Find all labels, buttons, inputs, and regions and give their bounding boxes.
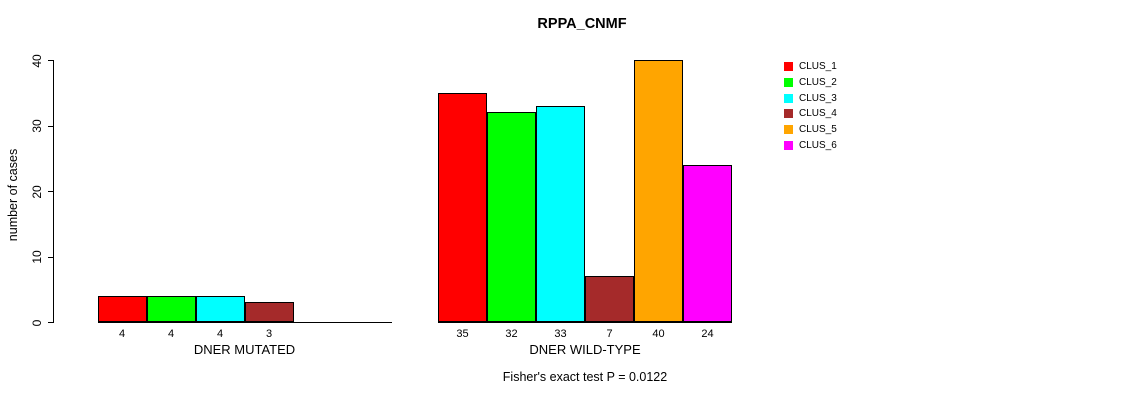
bar xyxy=(536,105,585,322)
legend-label: CLUS_1 xyxy=(799,61,837,73)
legend-item: CLUS_1 xyxy=(784,59,837,75)
group-label: DNER MUTATED xyxy=(193,341,296,357)
bar xyxy=(683,164,732,322)
bar-value-label: 32 xyxy=(505,327,518,340)
y-axis-title: number of cases xyxy=(6,148,20,242)
bar-value-label: 4 xyxy=(167,327,175,340)
legend-swatch xyxy=(784,78,793,88)
bar xyxy=(195,295,245,322)
y-tick-mark xyxy=(48,191,53,192)
bar-value-label: 7 xyxy=(606,327,613,340)
y-tick-mark xyxy=(48,322,53,323)
legend-item: CLUS_3 xyxy=(784,90,837,106)
y-tick-mark xyxy=(48,125,53,127)
legend-label: CLUS_5 xyxy=(799,124,837,136)
legend: CLUS_1 CLUS_2 CLUS_3 CLUS_4 CLUS_5 CLUS_6 xyxy=(784,59,837,153)
y-tick-label: 20 xyxy=(30,184,44,199)
bar xyxy=(438,92,487,322)
y-axis-line xyxy=(53,60,54,323)
legend-label: CLUS_6 xyxy=(799,139,837,151)
bar-value-label: 3 xyxy=(265,327,273,340)
legend-item: CLUS_6 xyxy=(784,137,837,153)
y-tick-mark xyxy=(48,60,53,61)
legend-label: CLUS_2 xyxy=(799,77,837,89)
bar xyxy=(97,295,147,322)
legend-swatch xyxy=(784,109,793,119)
y-tick-label: 40 xyxy=(30,53,44,68)
bar-value-label: 24 xyxy=(701,327,714,340)
legend-swatch xyxy=(784,140,793,150)
annotation-text: Fisher's exact test P = 0.0122 xyxy=(502,370,668,384)
bar xyxy=(634,60,683,322)
legend-swatch xyxy=(784,62,793,72)
legend-swatch xyxy=(784,93,793,103)
legend-label: CLUS_3 xyxy=(799,92,837,104)
legend-swatch xyxy=(784,125,793,135)
bar xyxy=(585,276,634,322)
group-label: DNER WILD-TYPE xyxy=(529,341,641,357)
bar-value-label: 40 xyxy=(652,327,665,340)
y-tick-label: 30 xyxy=(30,119,44,133)
y-tick-label: 0 xyxy=(30,319,44,326)
legend-item: CLUS_5 xyxy=(784,122,837,138)
bar-value-label: 35 xyxy=(456,327,469,340)
x-axis-line xyxy=(97,322,392,323)
bar xyxy=(146,295,196,322)
chart-title: RPPA_CNMF xyxy=(537,16,627,32)
y-tick-label: 10 xyxy=(30,250,44,264)
bar-value-label: 33 xyxy=(554,327,567,340)
legend-item: CLUS_4 xyxy=(784,106,837,122)
legend-label: CLUS_4 xyxy=(799,108,837,120)
legend-item: CLUS_2 xyxy=(784,75,837,91)
bar-value-label: 4 xyxy=(118,327,126,340)
bar xyxy=(487,112,536,322)
bar xyxy=(244,302,294,322)
bar-value-label: 4 xyxy=(216,327,224,340)
x-axis-line xyxy=(438,322,732,323)
y-tick-mark xyxy=(48,256,53,258)
